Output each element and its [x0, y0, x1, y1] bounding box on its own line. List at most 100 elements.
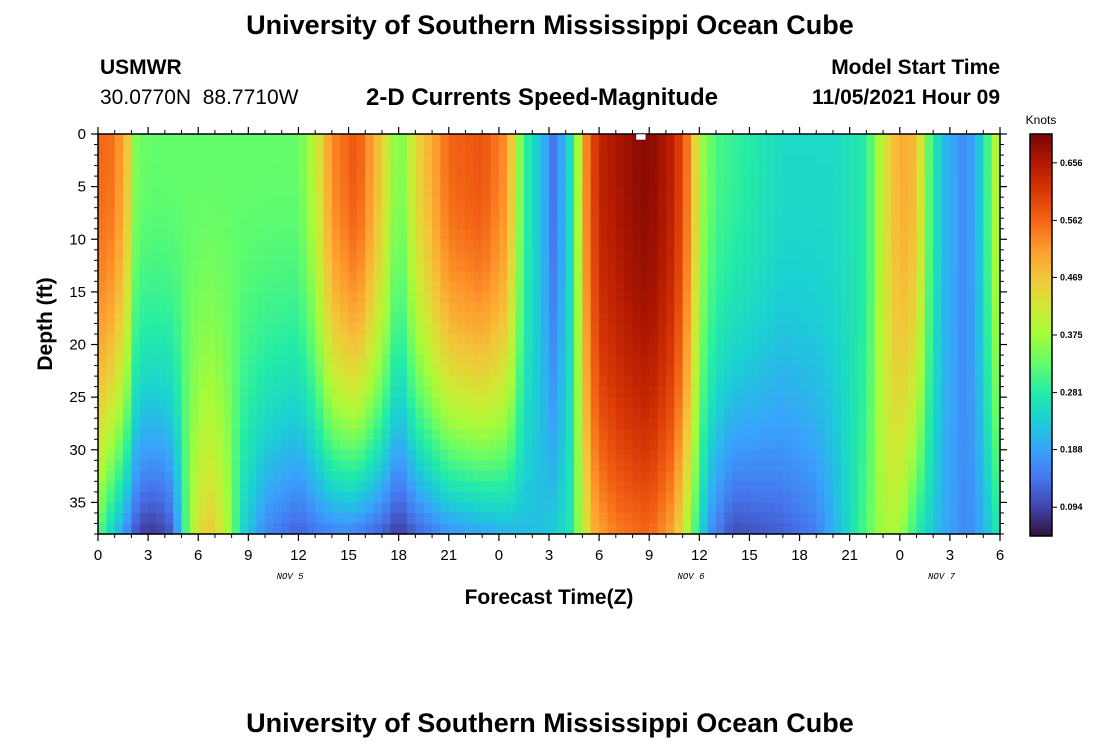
heatmap-cell	[924, 491, 934, 504]
heatmap-cell	[256, 428, 266, 440]
heatmap-cell	[106, 344, 116, 356]
heatmap-cell	[649, 418, 659, 430]
heatmap-cell	[874, 397, 884, 409]
heatmap-cell	[924, 407, 934, 419]
heatmap-cell	[908, 397, 918, 409]
heatmap-cell	[281, 523, 291, 535]
heatmap-cell	[423, 323, 433, 335]
heatmap-cell	[607, 407, 617, 419]
heatmap-cell	[173, 397, 183, 409]
heatmap-cell	[123, 502, 133, 514]
heatmap-cell	[590, 491, 600, 504]
heatmap-cell	[565, 386, 575, 398]
heatmap-cell	[306, 481, 316, 493]
heatmap-cell	[181, 323, 191, 335]
heatmap-cell	[933, 186, 943, 198]
heatmap-cell	[849, 323, 859, 335]
heatmap-cell	[557, 502, 567, 514]
heatmap-cell	[883, 302, 893, 314]
heatmap-cell	[198, 176, 208, 188]
heatmap-cell	[724, 355, 734, 367]
heatmap-cell	[457, 439, 467, 451]
heatmap-cell	[532, 449, 542, 461]
heatmap-cell	[440, 460, 450, 472]
heatmap-cell	[265, 186, 274, 198]
heatmap-cell	[198, 249, 208, 261]
heatmap-cell	[523, 386, 533, 398]
heatmap-cell	[239, 186, 249, 198]
heatmap-cell	[432, 134, 442, 146]
heatmap-cell	[440, 491, 450, 504]
heatmap-cell	[682, 397, 692, 409]
heatmap-cell	[966, 281, 976, 293]
heatmap-cell	[824, 312, 834, 325]
heatmap-cell	[206, 523, 216, 535]
heatmap-cell	[457, 218, 467, 230]
heatmap-cell	[782, 270, 792, 282]
heatmap-cell	[549, 260, 558, 272]
heatmap-cell	[757, 460, 767, 472]
plot-title: 2-D Currents Speed-Magnitude	[366, 84, 719, 111]
heatmap-cell	[457, 397, 467, 409]
heatmap-cell	[899, 439, 909, 451]
heatmap-cell	[899, 502, 909, 514]
heatmap-cell	[690, 355, 700, 367]
heatmap-cell	[949, 449, 959, 461]
heatmap-cell	[899, 239, 909, 251]
heatmap-cell	[181, 481, 191, 493]
heatmap-cell	[824, 155, 834, 167]
heatmap-cell	[390, 291, 400, 304]
heatmap-cell	[323, 302, 333, 314]
heatmap-cell	[832, 239, 842, 251]
heatmap-cell	[331, 491, 341, 504]
heatmap-cell	[949, 155, 959, 167]
heatmap-cell	[791, 155, 801, 167]
heatmap-cell	[832, 376, 842, 388]
heatmap-cell	[991, 386, 1001, 398]
heatmap-cell	[766, 302, 776, 314]
heatmap-cell	[682, 502, 692, 514]
heatmap-cell	[707, 386, 717, 398]
heatmap-cell	[106, 334, 116, 346]
heatmap-cell	[732, 344, 742, 356]
heatmap-cell	[590, 134, 600, 146]
heatmap-cell	[223, 134, 233, 146]
heatmap-cell	[699, 176, 709, 188]
heatmap-cell	[273, 386, 283, 398]
heatmap-cell	[373, 207, 383, 219]
heatmap-cell	[649, 502, 659, 514]
heatmap-cell	[381, 134, 391, 146]
heatmap-cell	[941, 249, 951, 261]
heatmap-cell	[916, 207, 926, 219]
heatmap-cell	[983, 512, 993, 525]
heatmap-cell	[933, 449, 943, 461]
heatmap-cell	[123, 523, 133, 535]
heatmap-cell	[607, 323, 617, 335]
heatmap-cell	[615, 449, 625, 461]
heatmap-cell	[849, 165, 859, 177]
heatmap-cell	[724, 291, 734, 304]
heatmap-cell	[507, 407, 517, 419]
heatmap-cell	[423, 291, 433, 304]
heatmap-cell	[849, 249, 859, 261]
heatmap-cell	[866, 218, 876, 230]
heatmap-cell	[173, 176, 183, 188]
heatmap-cell	[782, 197, 792, 209]
heatmap-cell	[407, 344, 416, 356]
heatmap-cell	[356, 281, 366, 293]
heatmap-cell	[707, 291, 717, 304]
heatmap-cell	[390, 449, 400, 461]
heatmap-cell	[791, 176, 801, 188]
heatmap-cell	[465, 302, 475, 314]
heatmap-cell	[290, 407, 300, 419]
heatmap-cell	[916, 386, 926, 398]
heatmap-cell	[290, 218, 300, 230]
heatmap-cell	[123, 512, 133, 525]
heatmap-cell	[540, 281, 550, 293]
heatmap-cell	[724, 365, 734, 377]
heatmap-cell	[707, 207, 717, 219]
heatmap-cell	[908, 407, 918, 419]
heatmap-cell	[465, 186, 475, 198]
heatmap-cell	[665, 407, 675, 419]
heatmap-cell	[941, 502, 951, 514]
